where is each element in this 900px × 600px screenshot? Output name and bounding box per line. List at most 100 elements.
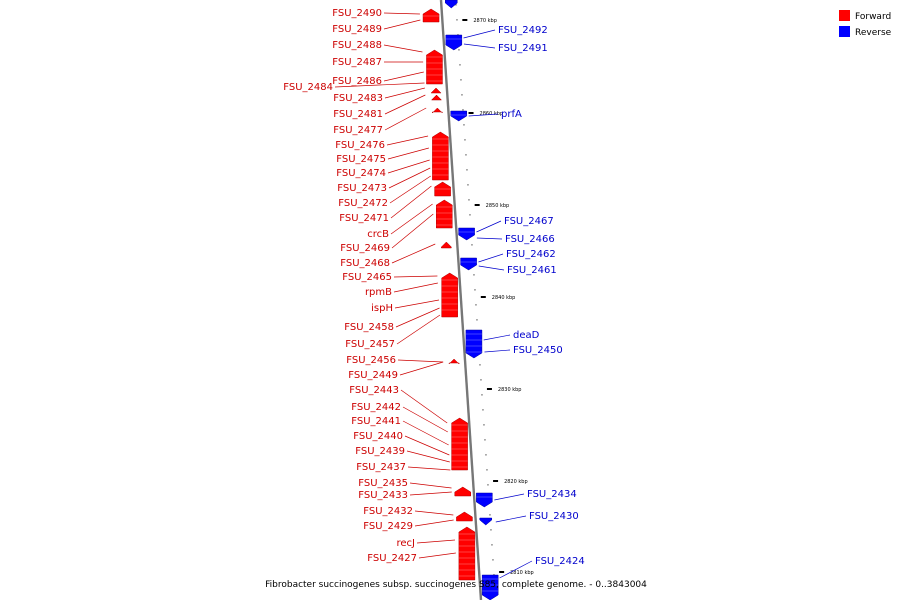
forward-leader-line <box>391 243 436 264</box>
reverse-leader-line <box>484 349 511 353</box>
scale-tick-label: 2820 kbp <box>504 479 528 485</box>
minor-tick <box>490 529 492 531</box>
forward-leader-line <box>391 213 434 249</box>
forward-gene-block <box>432 131 449 181</box>
forward-gene-label: crcB <box>367 229 389 240</box>
reverse-gene-block <box>450 110 467 122</box>
minor-tick <box>467 184 469 186</box>
reverse-gene-label: FSU_2467 <box>504 216 554 227</box>
forward-leader-line <box>416 539 456 544</box>
forward-leader-line <box>387 147 429 160</box>
forward-gene-block <box>422 8 440 23</box>
reverse-gene-label: FSU_2430 <box>529 511 579 522</box>
forward-gene-label: FSU_2456 <box>346 355 396 366</box>
forward-gene-label: FSU_2458 <box>344 322 394 333</box>
scale-tick <box>486 388 492 390</box>
forward-leader-line <box>418 552 456 559</box>
forward-leader-line <box>406 450 450 463</box>
forward-leader-line <box>393 275 438 278</box>
forward-leader-line <box>383 44 423 53</box>
minor-tick <box>492 559 494 561</box>
forward-gene-label: FSU_2435 <box>358 478 408 489</box>
legend-reverse-swatch <box>839 26 850 37</box>
forward-gene-label: FSU_2481 <box>333 109 383 120</box>
forward-gene-block <box>426 49 443 85</box>
forward-gene-block <box>456 511 473 522</box>
minor-tick <box>481 394 483 396</box>
forward-gene-label: FSU_2487 <box>332 57 382 68</box>
minor-tick <box>482 409 484 411</box>
minor-tick <box>462 109 464 111</box>
minor-tick <box>460 79 462 81</box>
minor-tick <box>486 469 488 471</box>
forward-gene-label: FSU_2449 <box>348 370 398 381</box>
reverse-gene-label: deaD <box>513 330 540 341</box>
reverse-leader-line <box>476 220 502 233</box>
forward-gene-label: FSU_2441 <box>351 416 401 427</box>
forward-leader-line <box>383 71 424 82</box>
reverse-gene-block <box>445 0 458 9</box>
forward-leader-line <box>399 361 444 376</box>
minor-tick <box>480 379 482 381</box>
minor-tick <box>464 139 466 141</box>
minor-tick <box>468 199 470 201</box>
forward-gene-block <box>432 107 443 114</box>
minor-tick <box>491 544 493 546</box>
reverse-gene-label: FSU_2492 <box>498 25 548 36</box>
forward-gene-label: FSU_2432 <box>363 506 413 517</box>
minor-tick <box>484 439 486 441</box>
scale-tick-label: 2840 kbp <box>492 295 516 301</box>
forward-gene-label: recJ <box>397 538 416 549</box>
leader-line-layer <box>334 12 533 579</box>
minor-tick <box>461 94 463 96</box>
forward-gene-label: FSU_2475 <box>336 154 386 165</box>
reverse-leader-line <box>463 43 496 49</box>
forward-leader-line <box>409 491 452 496</box>
scale-tick-label: 2810 kbp <box>510 570 534 576</box>
forward-gene-label: FSU_2443 <box>349 385 399 396</box>
forward-gene-block <box>430 94 443 101</box>
scale-tick-label: 2830 kbp <box>498 387 522 393</box>
minor-tick <box>471 244 473 246</box>
forward-leader-line <box>384 94 426 115</box>
minor-tick <box>483 424 485 426</box>
genome-axis <box>439 0 483 600</box>
reverse-gene-label: prfA <box>501 109 522 120</box>
minor-tick <box>476 319 478 321</box>
forward-leader-line <box>388 167 431 189</box>
forward-leader-line <box>400 389 448 424</box>
forward-gene-label: FSU_2488 <box>332 40 382 51</box>
forward-gene-block <box>441 272 458 318</box>
legend-forward-swatch <box>839 10 850 21</box>
reverse-leader-line <box>478 253 504 263</box>
forward-leader-line <box>383 12 420 15</box>
reverse-gene-label: FSU_2466 <box>505 234 555 245</box>
forward-leader-line <box>384 107 427 131</box>
forward-gene-label: FSU_2468 <box>340 258 390 269</box>
forward-leader-line <box>387 159 430 174</box>
reverse-leader-line <box>478 265 505 271</box>
forward-gene-label: FSU_2433 <box>358 490 408 501</box>
forward-gene-label: FSU_2469 <box>340 243 390 254</box>
forward-leader-line <box>383 19 421 30</box>
forward-gene-label: FSU_2477 <box>333 125 383 136</box>
forward-gene-label: FSU_2442 <box>351 402 401 413</box>
minor-tick <box>473 274 475 276</box>
tick-layer: 2870 kbp 2860 kbp 2850 kbp 2840 kbp 2830 kbp… <box>455 4 534 591</box>
forward-gene-label: FSU_2440 <box>353 431 403 442</box>
reverse-gene-block <box>465 329 483 359</box>
forward-leader-line <box>407 466 451 471</box>
forward-gene-block <box>448 358 460 365</box>
forward-leader-line <box>389 175 431 204</box>
scale-tick <box>468 112 474 114</box>
forward-gene-block <box>454 486 472 497</box>
reverse-gene-label: FSU_2450 <box>513 345 563 356</box>
minor-tick <box>458 49 460 51</box>
scale-tick <box>474 204 480 206</box>
forward-leader-line <box>393 282 438 293</box>
forward-gene-label: FSU_2429 <box>363 521 413 532</box>
reverse-gene-label: FSU_2434 <box>527 489 577 500</box>
reverse-gene-label: FSU_2491 <box>498 43 548 54</box>
scale-tick <box>462 19 468 21</box>
